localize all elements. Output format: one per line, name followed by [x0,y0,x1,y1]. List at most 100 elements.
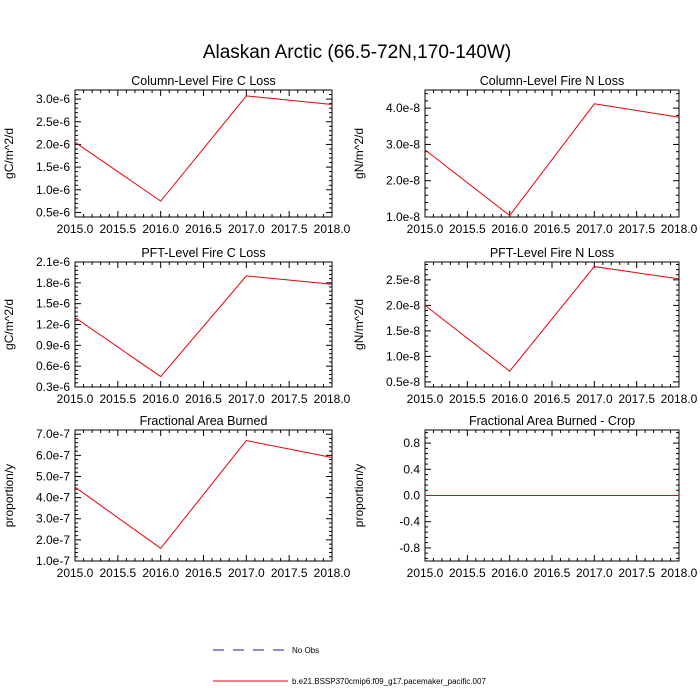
legend-item: b.e21.BSSP370cmip6.f09_g17.pacemaker_pac… [213,677,486,686]
y-tick-label: 0.5e-6 [36,205,70,219]
chart-panel-3: PFT-Level Fire C Loss gC/m^2/d 2015.0 2015.… [2,246,351,406]
y-tick-label: 1.0e-8 [386,349,420,363]
x-tick-label: 2018.0 [314,566,351,580]
x-tick-label: 2015.5 [449,222,486,236]
y-tick-label: 3.0e-6 [36,92,70,106]
y-tick-label: 2.0e-7 [36,533,70,547]
x-tick-label: 2015.0 [407,566,444,580]
y-tick-label: 1.5e-6 [36,160,70,174]
x-tick-label: 2015.5 [99,392,136,406]
x-tick-label: 2017.0 [228,222,265,236]
chart-panel-1: Column-Level Fire C Loss gC/m^2/d 2015.0 20… [2,74,351,236]
panel-title: Fractional Area Burned [140,414,268,428]
x-tick-label: 2017.0 [576,392,613,406]
y-tick-label: 4.0e-7 [36,491,70,505]
series-line [74,275,333,378]
x-tick-label: 2017.5 [271,222,308,236]
x-tick-label: 2018.0 [314,392,351,406]
chart-panel-6: Fractional Area Burned - Crop proportion/… [352,414,698,580]
panel-title: Fractional Area Burned - Crop [469,414,635,428]
panel-title: PFT-Level Fire N Loss [490,246,614,260]
x-tick-label: 2016.0 [491,566,528,580]
x-tick-label: 2016.5 [534,392,571,406]
y-tick-label: 1.2e-6 [36,318,70,332]
y-axis-label: gN/m^2/d [352,299,366,350]
series-line [424,103,680,217]
x-tick-label: 2015.0 [407,222,444,236]
x-tick-label: 2017.5 [618,392,655,406]
y-axis-label: proportion/y [2,464,16,527]
chart-panel-4: PFT-Level Fire N Loss gN/m^2/d 2015.0 2015.… [352,246,698,406]
x-tick-label: 2016.0 [491,222,528,236]
y-axis-label: proportion/y [352,464,366,527]
x-tick-label: 2015.0 [57,566,94,580]
x-tick-label: 2016.5 [185,566,222,580]
y-axis-label: gC/m^2/d [2,128,16,179]
y-tick-label: 0.3e-6 [36,380,70,394]
series-line [74,440,333,550]
figure-title: Alaskan Arctic (66.5-72N,170-140W) [203,42,511,63]
series-line [74,95,333,202]
plot-frame [424,261,680,388]
y-tick-label: 2.0e-8 [386,298,420,312]
y-tick-label: 0.6e-6 [36,359,70,373]
chart-panel-2: Column-Level Fire N Loss gN/m^2/d 2015.0 20… [352,74,698,236]
x-tick-label: 2016.0 [491,392,528,406]
y-tick-label: 3.0e-8 [386,137,420,151]
x-tick-label: 2017.5 [618,566,655,580]
y-tick-label: 0.0 [403,489,420,503]
y-tick-label: -0.4 [399,515,420,529]
y-tick-label: 0.5e-8 [386,375,420,389]
x-tick-label: 2016.5 [185,222,222,236]
y-tick-label: 1.0e-6 [36,183,70,197]
x-tick-label: 2017.5 [271,392,308,406]
panel-title: Column-Level Fire C Loss [131,74,276,88]
x-tick-label: 2018.0 [661,392,698,406]
panels: Column-Level Fire C Loss gC/m^2/d 2015.0 20… [2,74,698,580]
y-axis-label: gC/m^2/d [2,299,16,350]
y-tick-label: 2.0e-8 [386,174,420,188]
x-tick-label: 2016.5 [534,566,571,580]
y-tick-label: 1.0e-8 [386,210,420,224]
y-tick-label: 1.0e-7 [36,554,70,568]
x-tick-label: 2015.0 [407,392,444,406]
panel-title: Column-Level Fire N Loss [480,74,625,88]
chart-panel-5: Fractional Area Burned proportion/y 2015.0… [2,414,351,580]
y-axis-label: gN/m^2/d [352,128,366,179]
x-tick-label: 2016.0 [142,222,179,236]
x-tick-label: 2016.5 [185,392,222,406]
x-tick-label: 2015.5 [99,222,136,236]
x-tick-label: 2018.0 [661,566,698,580]
plot-frame [424,89,680,218]
y-tick-label: 0.8 [403,436,420,450]
x-tick-label: 2015.0 [57,222,94,236]
x-tick-label: 2015.0 [57,392,94,406]
y-tick-label: 6.0e-7 [36,448,70,462]
y-tick-label: 1.5e-6 [36,297,70,311]
legend-label: b.e21.BSSP370cmip6.f09_g17.pacemaker_pac… [292,677,486,686]
y-tick-label: 7.0e-7 [36,427,70,441]
y-tick-label: 2.1e-6 [36,255,70,269]
x-tick-label: 2016.0 [142,392,179,406]
x-tick-label: 2016.5 [534,222,571,236]
x-tick-label: 2017.0 [576,222,613,236]
x-tick-label: 2017.5 [618,222,655,236]
y-tick-label: 2.5e-6 [36,115,70,129]
panel-title: PFT-Level Fire C Loss [141,246,265,260]
x-tick-label: 2017.0 [576,566,613,580]
x-tick-label: 2016.0 [142,566,179,580]
x-tick-label: 2018.0 [314,222,351,236]
y-tick-label: 5.0e-7 [36,469,70,483]
x-tick-label: 2015.5 [449,392,486,406]
x-tick-label: 2017.5 [271,566,308,580]
y-tick-label: 3.0e-7 [36,512,70,526]
y-tick-label: 2.5e-8 [386,273,420,287]
series-line [424,266,680,372]
y-tick-label: 4.0e-8 [386,101,420,115]
y-tick-label: 0.9e-6 [36,338,70,352]
legend: No Obs b.e21.BSSP370cmip6.f09_g17.pacemak… [213,646,486,686]
x-tick-label: 2018.0 [661,222,698,236]
y-tick-label: -0.8 [399,541,420,555]
x-tick-label: 2015.5 [449,566,486,580]
